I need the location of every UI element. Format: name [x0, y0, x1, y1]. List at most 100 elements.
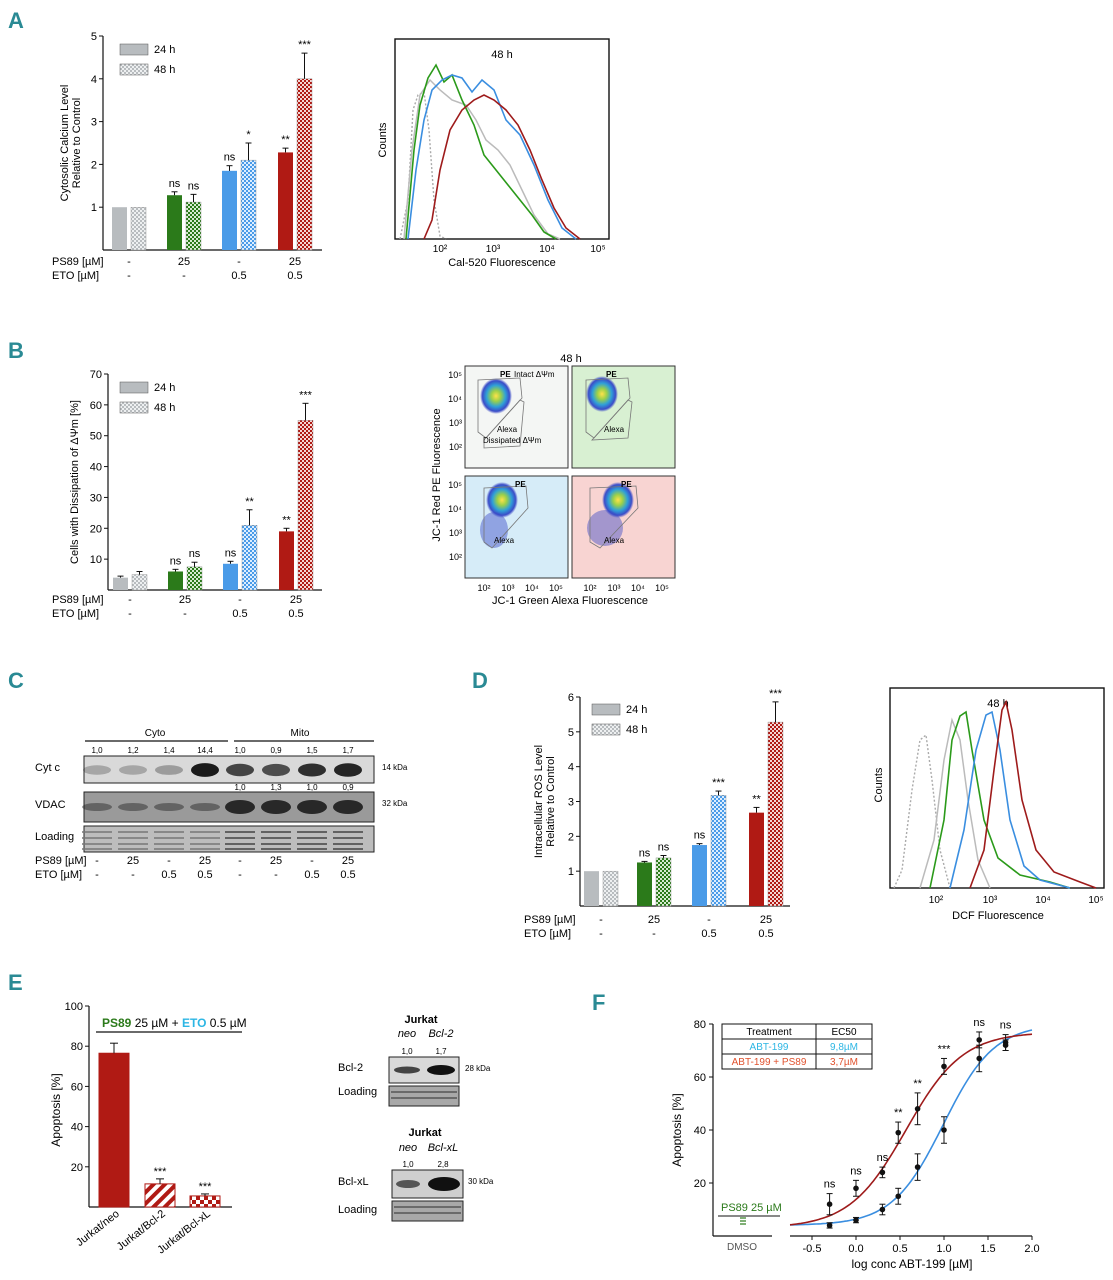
bar: [602, 870, 619, 907]
condition-value: -: [127, 256, 131, 268]
jc1-title: 48 h: [560, 353, 581, 365]
legend-swatch: [591, 703, 621, 716]
vdac-ratio: 1,0: [234, 783, 246, 792]
flow-a-green-curve: [405, 63, 557, 240]
blot-bclxl-r1: 1,0: [402, 1160, 414, 1169]
blot-kda-14: 14 kDa: [382, 763, 408, 772]
bar: [637, 862, 652, 906]
significance-label: ns: [225, 547, 237, 559]
blot-condition-value: 25: [342, 855, 354, 867]
dotplot-control: PE Intact ΔΨm Alexa Dissipated ΔΨm: [464, 365, 569, 469]
panel-b-dotplots: 48 h JC-1 Red PE Fluorescence JC-1 Green…: [431, 353, 676, 607]
jc1-xtick-4b: 10⁵: [655, 583, 669, 593]
bar: [112, 207, 127, 250]
y-tick-label: 2: [91, 159, 97, 171]
flow-a-blue-curve: [407, 74, 577, 240]
bar: [168, 571, 183, 590]
bar: [296, 78, 313, 251]
data-point: [853, 1217, 859, 1223]
jc1-ytick-3b: 10³: [449, 528, 462, 538]
flow-d-xlabel: DCF Fluorescence: [952, 910, 1044, 922]
eto-label: ETO: [182, 1016, 206, 1030]
vdac-band: [118, 803, 148, 811]
significance-label: ns: [877, 1152, 889, 1164]
blot-bcl2-protein: Bcl-2: [338, 1062, 363, 1074]
ps89-label: PS89: [102, 1016, 132, 1030]
significance-label: ns: [973, 1017, 985, 1029]
vdac-band: [190, 803, 220, 811]
vdac-band: [261, 800, 291, 814]
x-tick-label: 2.0: [1024, 1243, 1039, 1255]
cytc-band: [155, 765, 183, 775]
bar: [131, 574, 148, 591]
condition-value: 25: [760, 914, 772, 926]
panel-b-letter: B: [8, 338, 24, 363]
condition-value: 0.5: [701, 928, 716, 940]
panel-d-bar-chart: 1 2 3 4 5 6 Intracellular ROS Level Relative to…: [524, 688, 790, 940]
significance-label: ns: [658, 841, 670, 853]
legend-label: 24 h: [154, 382, 175, 394]
significance-label: ***: [769, 688, 783, 700]
ps89-baseline-label: PS89 25 µM: [721, 1202, 782, 1214]
y-tick-label: 1: [568, 866, 574, 878]
gate-pe-label-3: PE: [515, 480, 526, 489]
flow-a-ylabel: Counts: [377, 122, 389, 157]
dotplot-ps89: PE Alexa: [571, 365, 676, 469]
bar: [240, 159, 257, 251]
gate-pe-label-4: PE: [621, 480, 632, 489]
significance-label: ns: [850, 1165, 862, 1177]
significance-label: ns: [694, 830, 706, 842]
condition-value: -: [237, 256, 241, 268]
blot-condition-value: 0.5: [161, 869, 176, 881]
jc1-ytick-2b: 10⁴: [448, 504, 462, 514]
blot-bclxl-protein: Bcl-xL: [338, 1176, 369, 1188]
vdac-band: [225, 800, 255, 814]
cytc-band: [83, 765, 111, 775]
table-combo: ABT-199 + PS89: [732, 1057, 807, 1068]
legend-label: 48 h: [154, 64, 175, 76]
ps89-dose: 25 µM +: [131, 1016, 182, 1030]
flow-d-xtick-1: 10²: [929, 895, 944, 906]
panel-c-western-blot: Cyto Mito 1,0 1,2 1,4 14,4 1,0 0,9 1,5 1,7 1,0 1…: [35, 728, 408, 881]
jc1-xtick-1b: 10²: [583, 583, 596, 593]
panel-e-blot-bclxl: Jurkat neo Bcl-xL 1,0 2,8 Bcl-xL Loading…: [338, 1127, 494, 1222]
y-tick-label: 20: [90, 523, 102, 535]
legend-swatch: [119, 401, 149, 414]
vdac-ratio: 0,9: [342, 783, 354, 792]
bar: [130, 206, 147, 251]
jc1-ytick-4a: 10²: [449, 442, 462, 452]
y-axis-label: Apoptosis [%]: [670, 1093, 684, 1166]
blot-condition-value: 0.5: [304, 869, 319, 881]
condition-value: -: [599, 928, 603, 940]
condition-value: 0.5: [232, 608, 247, 620]
y-axis-label: Cytosolic Calcium Level: [59, 85, 71, 202]
condition-value: 0.5: [231, 270, 246, 282]
jc1-ytick-1a: 10⁵: [448, 370, 462, 380]
panel-f-letter: F: [592, 990, 605, 1015]
y-tick-label: 100: [65, 1001, 83, 1013]
panel-e-header-text: PS89 25 µM + ETO 0.5 µM: [102, 1016, 247, 1030]
condition-value: 0.5: [758, 928, 773, 940]
dotplot-ps89-eto: PE Alexa: [571, 475, 676, 579]
panel-d-flow-histogram: 48 h Counts DCF Fluorescence 10² 10³ 10⁴…: [873, 687, 1105, 922]
bar: [167, 195, 182, 250]
bar: [241, 525, 258, 591]
flow-a-xtick-2: 10³: [486, 244, 501, 255]
blot-kda-32: 32 kDa: [382, 799, 408, 808]
data-point: [914, 1106, 921, 1112]
condition-value: 0.5: [288, 608, 303, 620]
table-combo-ec50: 3,7µM: [830, 1057, 858, 1068]
cytc-band: [334, 763, 362, 777]
table-abt199: ABT-199: [750, 1042, 789, 1053]
condition-row-label: ETO [µM]: [52, 608, 99, 620]
flow-a-xtick-3: 10⁴: [539, 244, 554, 255]
bar: [113, 577, 128, 590]
cytc-ratio: 1,0: [234, 746, 246, 755]
y-tick-label: 5: [568, 727, 574, 739]
data-point: [826, 1222, 833, 1229]
y-tick-label: 60: [90, 400, 102, 412]
blot-bcl2-bcl: Bcl-2: [428, 1028, 453, 1040]
table-abt199-ec50: 9,8µM: [830, 1042, 858, 1053]
blot-condition-value: -: [274, 869, 278, 881]
legend-swatch: [119, 63, 149, 76]
